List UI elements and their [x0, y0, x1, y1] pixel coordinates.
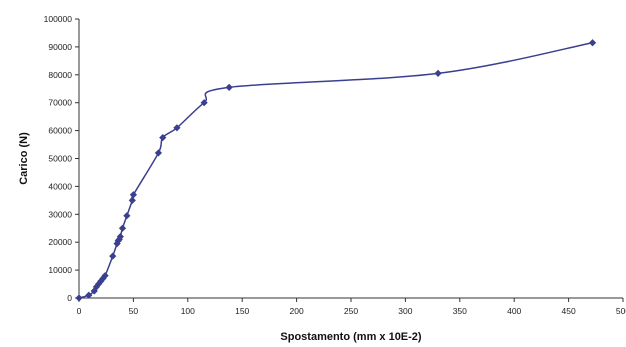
x-tick-label: 100 — [181, 306, 195, 316]
x-tick-label: 0 — [77, 306, 82, 316]
data-point-marker — [109, 252, 117, 260]
x-tick-label: 250 — [344, 306, 358, 316]
data-point-marker — [101, 272, 109, 280]
x-tick-label: 500 — [616, 306, 626, 316]
y-tick-label: 50000 — [48, 154, 72, 164]
y-tick-label: 0 — [67, 293, 72, 303]
x-tick-label: 200 — [290, 306, 304, 316]
y-tick-label: 100000 — [44, 14, 73, 24]
y-tick-label: 30000 — [48, 209, 72, 219]
data-point-marker — [118, 224, 127, 232]
data-point-marker — [154, 149, 163, 157]
y-axis-title: Carico (N) — [18, 132, 30, 185]
y-tick-label: 20000 — [48, 237, 72, 247]
data-point-marker — [128, 196, 136, 204]
data-point-marker — [92, 283, 101, 291]
axes — [78, 19, 623, 299]
data-point-marker — [588, 39, 597, 47]
y-ticks: 0 10000 20000 30000 40000 50000 60000 70000 8000… — [44, 14, 79, 303]
data-point-marker — [173, 124, 181, 132]
y-tick-label: 60000 — [48, 126, 72, 136]
series-line — [78, 41, 593, 299]
data-point-marker — [225, 83, 233, 91]
x-tick-label: 50 — [129, 306, 139, 316]
data-point-marker — [75, 294, 83, 302]
x-tick-label: 150 — [235, 306, 249, 316]
data-point-marker — [129, 191, 137, 199]
data-point-marker — [113, 239, 121, 248]
data-point-marker — [90, 287, 98, 295]
data-point-marker — [97, 277, 105, 285]
data-point-marker — [116, 233, 124, 241]
data-point-marker — [200, 99, 208, 107]
data-point-marker — [123, 212, 131, 220]
data-point-marker — [94, 280, 103, 288]
x-ticks: 0 50 100 150 200 250 300 350 400 450 500 — [77, 298, 626, 316]
y-tick-label: 90000 — [48, 42, 72, 52]
data-point-marker — [434, 69, 442, 78]
x-tick-label: 450 — [562, 306, 576, 316]
x-tick-label: 300 — [398, 306, 412, 316]
data-point-marker — [159, 133, 167, 142]
y-tick-label: 40000 — [48, 181, 72, 191]
x-axis-title: Spostamento (mm x 10E-2) — [280, 331, 422, 343]
data-point-marker — [99, 274, 107, 283]
y-tick-label: 70000 — [48, 98, 72, 108]
data-point-marker — [85, 291, 93, 299]
y-tick-label: 80000 — [48, 70, 72, 80]
series-markers — [75, 39, 597, 302]
y-tick-label: 10000 — [48, 265, 72, 275]
x-tick-label: 400 — [507, 306, 521, 316]
x-tick-label: 350 — [453, 306, 467, 316]
